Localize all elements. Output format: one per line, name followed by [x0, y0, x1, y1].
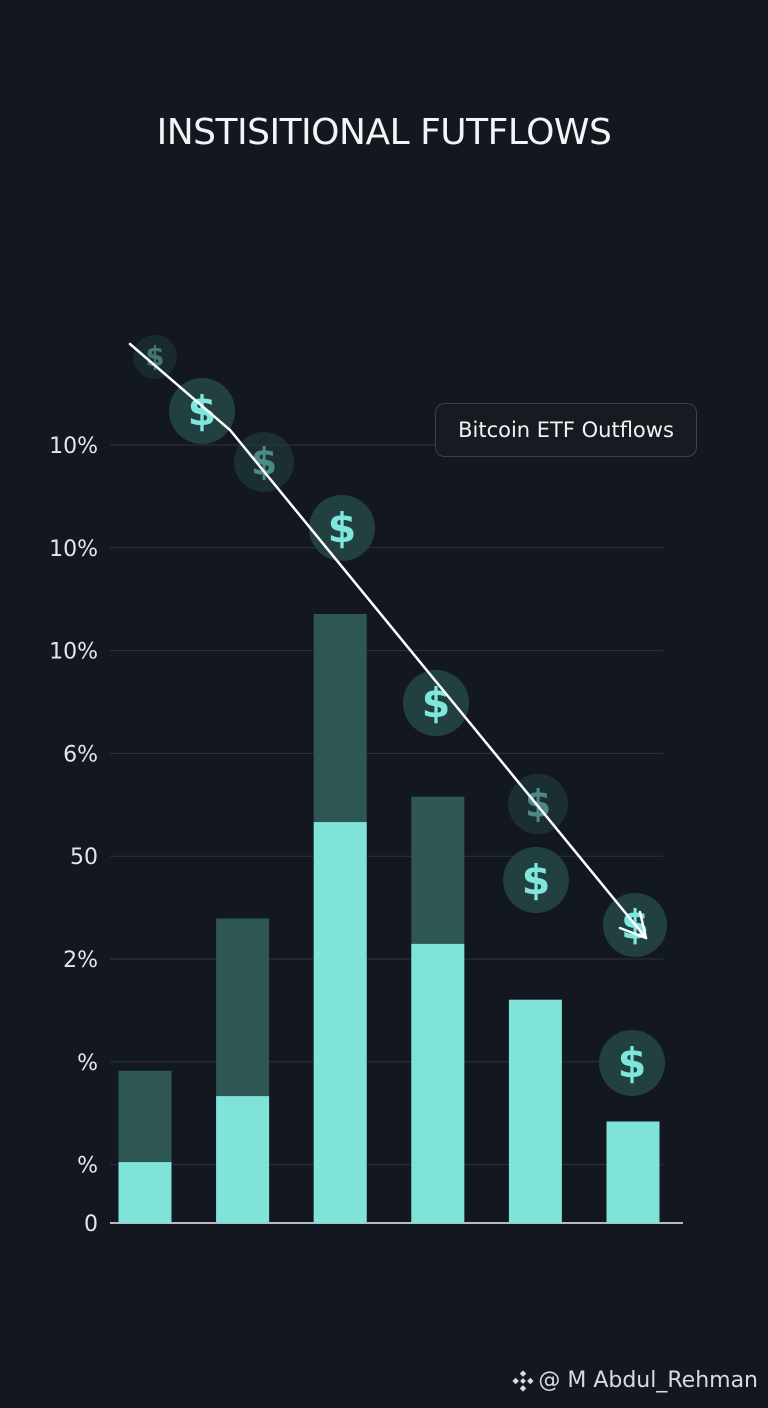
binance-icon: [512, 1369, 534, 1392]
trend-arrow-head: [618, 910, 648, 940]
svg-text:$: $: [422, 679, 451, 727]
svg-text:$: $: [145, 341, 164, 373]
dollar-coin-icon: $: [503, 847, 569, 913]
legend-box: Bitcoin ETF Outflows: [435, 403, 697, 457]
dollar-coin-icon: $: [309, 495, 375, 561]
bar-front: [118, 1162, 172, 1223]
dollar-coin-icon: $: [403, 670, 469, 736]
svg-text:$: $: [328, 504, 357, 552]
y-tick-label: 10%: [49, 434, 98, 459]
dollar-coin-icon: $: [133, 335, 177, 379]
y-tick-label: %: [77, 1154, 98, 1179]
bar-front: [606, 1121, 660, 1223]
bar-front: [508, 999, 562, 1223]
watermark: @ M Abdul_Rehman: [512, 1368, 758, 1393]
dollar-coin-icon: $: [508, 774, 568, 834]
watermark-text: @ M Abdul_Rehman: [538, 1368, 758, 1393]
svg-text:$: $: [618, 1039, 647, 1087]
dollar-coin-icon: $: [599, 1030, 665, 1096]
svg-text:$: $: [188, 387, 217, 435]
svg-text:$: $: [522, 856, 551, 904]
y-tick-label: 2%: [63, 948, 98, 973]
y-tick-label: 6%: [63, 742, 98, 767]
y-tick-label: 50: [70, 845, 98, 870]
dollar-coin-icon: $: [234, 432, 294, 492]
dollar-coin-icon: $: [169, 378, 235, 444]
chart-title: INSTISITIONAL FUTFLOWS: [156, 112, 612, 153]
legend-label: Bitcoin ETF Outflows: [458, 418, 674, 442]
y-tick-label: 0: [84, 1212, 98, 1237]
trend-arrow-line: [128, 342, 648, 940]
y-tick-label: %: [77, 1051, 98, 1076]
y-tick-label: 10%: [49, 640, 98, 665]
bar-front: [216, 1096, 270, 1223]
bar-front: [411, 943, 465, 1223]
bar-front: [313, 822, 367, 1223]
y-tick-label: 10%: [49, 537, 98, 562]
